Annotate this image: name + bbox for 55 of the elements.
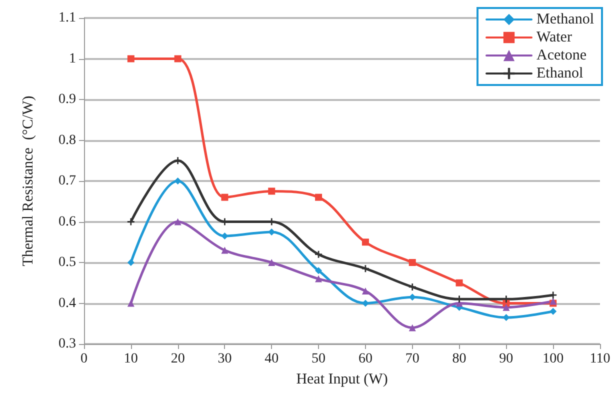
point: [174, 55, 182, 62]
point: [221, 232, 228, 240]
y-axis-title: Thermal Resistance (°C/W): [20, 96, 36, 266]
x-axis-title: Heat Input (W): [296, 372, 388, 388]
x-tick-label: 40: [264, 352, 279, 366]
point: [550, 292, 557, 299]
y-tick-label: 1: [69, 51, 76, 66]
x-tick-label: 80: [452, 352, 466, 366]
x-tick-label: 90: [499, 352, 514, 366]
point: [127, 300, 134, 307]
x-tick-label: 30: [218, 352, 232, 366]
point: [315, 267, 322, 274]
x-tick-label: 0: [80, 352, 88, 366]
point: [127, 218, 134, 226]
point: [502, 296, 510, 303]
x-tick-label: 10: [124, 352, 138, 366]
x-tick-label: 20: [170, 352, 185, 366]
legend-label: Methanol: [536, 12, 594, 28]
legend-label: Ethanol: [536, 66, 584, 82]
point: [315, 275, 322, 282]
point: [362, 300, 369, 307]
y-tick-label: 1.1: [58, 10, 76, 26]
point: [315, 194, 322, 201]
point: [268, 259, 276, 266]
legend-label: Acetone: [536, 48, 587, 64]
y-tick-label: 0.5: [58, 255, 76, 270]
point: [174, 157, 182, 164]
point: [221, 194, 228, 201]
point: [456, 279, 463, 286]
point: [408, 259, 416, 266]
y-tick-label: 0.4: [58, 296, 76, 311]
point: [362, 288, 369, 295]
point: [550, 308, 557, 315]
y-tick-label: 0.7: [58, 174, 76, 188]
point: [362, 238, 369, 246]
y-tick-label: 0.6: [58, 214, 76, 230]
point: [127, 259, 134, 266]
y-tick-label: 0.9: [58, 92, 76, 107]
point: [408, 324, 416, 332]
point: [127, 55, 134, 62]
point: [174, 218, 182, 226]
x-tick-label: 50: [312, 352, 326, 366]
point: [502, 304, 510, 311]
x-tick-label: 110: [590, 352, 610, 366]
y-tick-label: 0.8: [58, 132, 76, 148]
point: [268, 228, 276, 236]
point: [221, 246, 228, 254]
point: [502, 314, 510, 322]
x-tick-label: 70: [405, 352, 420, 366]
point: [268, 188, 276, 195]
point: [174, 178, 182, 184]
x-tick-label: 60: [358, 352, 372, 366]
x-tick-label: 100: [542, 352, 564, 366]
legend-label: Water: [536, 30, 572, 46]
y-tick-label: 0.3: [58, 336, 76, 352]
